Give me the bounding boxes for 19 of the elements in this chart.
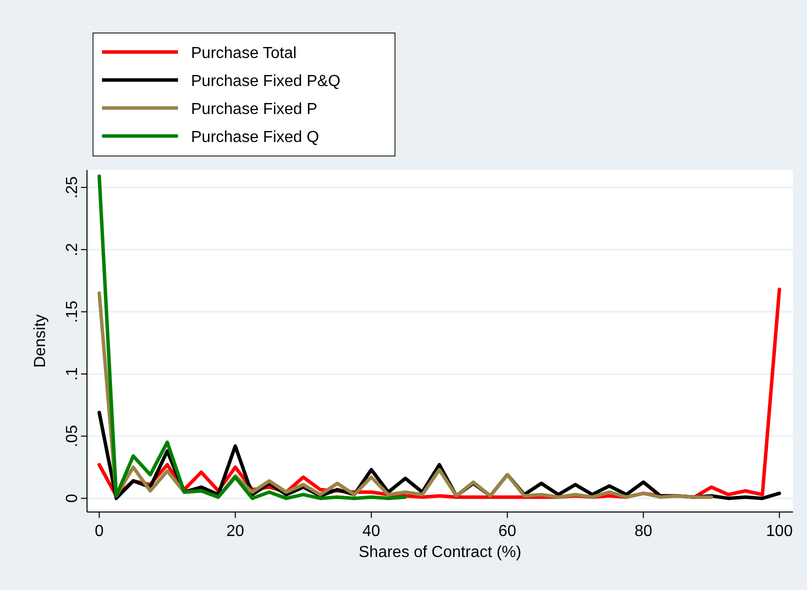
x-tick-label: 40 — [362, 523, 380, 540]
legend-label: Purchase Total — [191, 45, 297, 62]
y-tick-label: 0 — [64, 494, 81, 503]
legend-label: Purchase Fixed P&Q — [191, 73, 340, 90]
y-tick-label: .25 — [64, 176, 81, 199]
x-tick-label: 100 — [766, 523, 793, 540]
legend-label: Purchase Fixed P — [191, 101, 318, 118]
x-tick-label: 0 — [94, 523, 104, 540]
x-axis-title: Shares of Contract (%) — [358, 544, 522, 561]
x-tick-label: 80 — [634, 523, 652, 540]
y-tick-label: .05 — [64, 424, 81, 448]
x-tick-label: 20 — [226, 523, 244, 540]
line-series — [97, 174, 408, 500]
y-tick-label: .2 — [64, 242, 81, 256]
y-tick-label: .1 — [64, 367, 81, 381]
y-axis-title: Density — [32, 314, 49, 368]
y-tick-label: .15 — [64, 300, 81, 323]
legend-label: Purchase Fixed Q — [191, 129, 320, 146]
x-tick-label: 60 — [498, 523, 516, 540]
